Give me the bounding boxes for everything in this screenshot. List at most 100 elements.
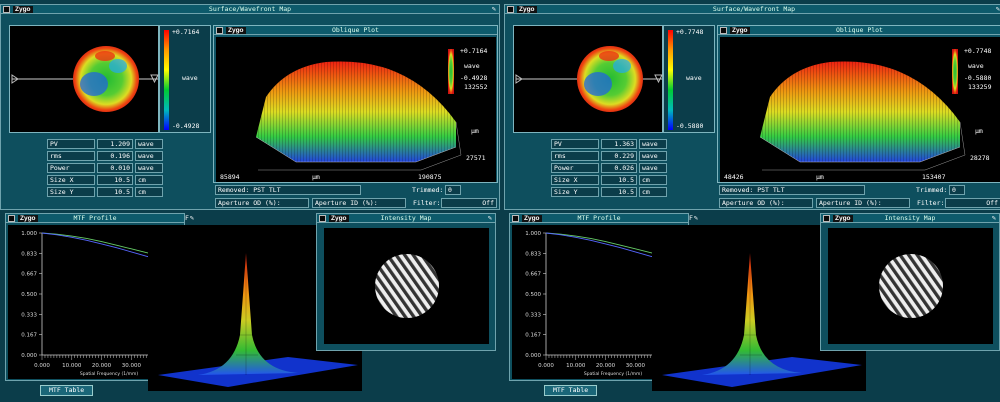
trimmed-field[interactable]: 0: [949, 185, 965, 195]
right-marker-icon[interactable]: [150, 74, 159, 84]
oblique-scale-min: -0.5880: [964, 74, 992, 82]
colorbar-max: +0.7748: [676, 28, 704, 36]
stat-label: Size Y: [551, 187, 599, 197]
mtf-title: MTF Profile: [577, 214, 621, 222]
colorbar-unit: wave: [686, 74, 702, 82]
zygo-logo: Zygo: [329, 214, 349, 222]
window-titlebar[interactable]: Zygo Surface/Wavefront Map ✎: [1, 5, 499, 14]
close-icon[interactable]: [823, 214, 830, 222]
instrument-panel: Zygo Surface/Wavefront Map ✎ +0.7164 wav…: [0, 4, 500, 401]
close-icon[interactable]: [512, 214, 519, 222]
aperture-od-field[interactable]: Aperture OD (%):: [215, 198, 309, 208]
close-icon[interactable]: [216, 26, 223, 34]
mtf-y-tick-label: 0.500: [21, 292, 37, 298]
zygo-logo: Zygo: [522, 214, 542, 222]
mtf-x-axis-label: Spatial Frequency (1/mm): [584, 371, 643, 377]
oblique-base-lines: [759, 136, 961, 163]
zygo-logo: Zygo: [18, 214, 38, 222]
zygo-logo: Zygo: [13, 5, 33, 13]
oblique-titlebar[interactable]: Zygo Oblique Plot: [718, 26, 1000, 35]
left-marker-icon[interactable]: [515, 74, 523, 84]
oblique-title: Oblique Plot: [332, 26, 379, 34]
oblique-scale-extra: 132552: [464, 83, 488, 91]
psf-surface-graphic: [662, 253, 862, 387]
pin-icon[interactable]: ✎: [693, 214, 698, 222]
mtf-x-tick-label: 20.000: [92, 363, 112, 369]
close-icon[interactable]: [507, 5, 514, 13]
stat-unit: wave: [135, 163, 163, 173]
trimmed-field[interactable]: 0: [445, 185, 461, 195]
close-icon[interactable]: [720, 26, 727, 34]
intensity-map-view[interactable]: [324, 228, 489, 344]
oblique-x-unit: µm: [312, 173, 320, 181]
oblique-x-unit: µm: [816, 173, 824, 181]
pin-icon[interactable]: ✎: [991, 214, 996, 222]
removed-field: Removed: PST TLT: [215, 185, 361, 195]
aperture-id-field[interactable]: Aperture ID (%):: [312, 198, 406, 208]
mtf-table-button[interactable]: MTF Table: [40, 385, 94, 396]
intensity-title: Intensity Map: [884, 214, 936, 222]
instrument-panel: Zygo Surface/Wavefront Map ✎ +0.7748 wav…: [504, 4, 1000, 401]
stat-label: Power: [47, 163, 95, 173]
stat-unit: cm: [639, 187, 667, 197]
close-icon[interactable]: [319, 214, 326, 222]
pin-icon[interactable]: ✎: [995, 5, 1000, 13]
close-icon[interactable]: [3, 5, 10, 13]
intensity-titlebar[interactable]: Zygo Intensity Map ✎: [317, 214, 495, 223]
stat-unit: wave: [135, 139, 163, 149]
colorbar: [164, 30, 169, 130]
mtf-y-tick-label: 0.500: [525, 292, 541, 298]
aperture-od-field[interactable]: Aperture OD (%):: [719, 198, 813, 208]
mtf-titlebar[interactable]: Zygo MTF Profile ✎: [510, 214, 698, 223]
pin-icon[interactable]: ✎: [491, 5, 496, 13]
intensity-titlebar[interactable]: Zygo Intensity Map ✎: [821, 214, 999, 223]
close-icon[interactable]: [8, 214, 15, 222]
trimmed-label: Trimmed:: [412, 186, 444, 194]
oblique-base-lines: [255, 136, 457, 163]
intensity-map-view[interactable]: [828, 228, 993, 344]
right-marker-icon[interactable]: [654, 74, 663, 84]
f-label: F: [689, 214, 693, 222]
aperture-id-field[interactable]: Aperture ID (%):: [816, 198, 910, 208]
phase-map-view[interactable]: [513, 25, 663, 133]
window-title: Surface/Wavefront Map: [712, 5, 796, 13]
psf-peak: [702, 253, 802, 375]
mtf-y-tick-label: 0.667: [525, 272, 541, 278]
mtf-x-tick-label: 30.000: [122, 363, 142, 369]
stat-label: rms: [47, 151, 95, 161]
phase-map-view[interactable]: [9, 25, 159, 133]
mtf-y-tick-label: 0.000: [525, 353, 541, 359]
mtf-titlebar[interactable]: Zygo MTF Profile ✎: [6, 214, 194, 223]
oblique-y-unit: µm: [975, 127, 983, 135]
window-titlebar[interactable]: Zygo Surface/Wavefront Map ✎: [505, 5, 1000, 14]
filter-field[interactable]: Off: [945, 198, 1000, 208]
mtf-y-tick-label: 0.833: [21, 251, 37, 257]
oblique-scale-max: +0.7164: [460, 47, 488, 55]
mtf-y-tick-label: 1.000: [21, 231, 37, 237]
stat-unit: cm: [639, 175, 667, 185]
phase-map-high-region: [95, 51, 115, 61]
lower-workspace: Zygo MTF Profile ✎ 1.000 0.833 0.667 0.500 0…: [0, 211, 500, 401]
mtf-title: MTF Profile: [73, 214, 117, 222]
mtf-table-button[interactable]: MTF Table: [544, 385, 598, 396]
interferogram-graphic: [375, 254, 439, 318]
oblique-title: Oblique Plot: [836, 26, 883, 34]
filter-field[interactable]: Off: [441, 198, 497, 208]
oblique-plot-canvas[interactable]: +0.7748 wave -0.5880 133259 µm 28278 484…: [720, 37, 1000, 182]
oblique-titlebar[interactable]: Zygo Oblique Plot: [214, 26, 497, 35]
oblique-plot-canvas[interactable]: +0.7164 wave -0.4928 132552 µm 27571 858…: [216, 37, 496, 182]
pin-icon[interactable]: ✎: [487, 214, 492, 222]
surface-wavefront-window: Zygo Surface/Wavefront Map ✎ +0.7164 wav…: [0, 4, 500, 210]
intensity-map-window: Zygo Intensity Map ✎: [820, 213, 1000, 351]
zygo-logo: Zygo: [730, 26, 750, 34]
oblique-y-value: 28278: [970, 154, 990, 162]
stat-value: 10.5: [97, 175, 133, 185]
interferogram-graphic: [879, 254, 943, 318]
left-marker-icon[interactable]: [11, 74, 19, 84]
phase-map-cyan-region: [109, 59, 127, 73]
oblique-scale-unit: wave: [968, 62, 984, 70]
stat-value: 10.5: [601, 175, 637, 185]
trimmed-label: Trimmed:: [916, 186, 948, 194]
oblique-plot-window: Zygo Oblique Plot +0.7164 wave -0.4928 1…: [213, 25, 498, 183]
pin-icon[interactable]: ✎: [189, 214, 194, 222]
